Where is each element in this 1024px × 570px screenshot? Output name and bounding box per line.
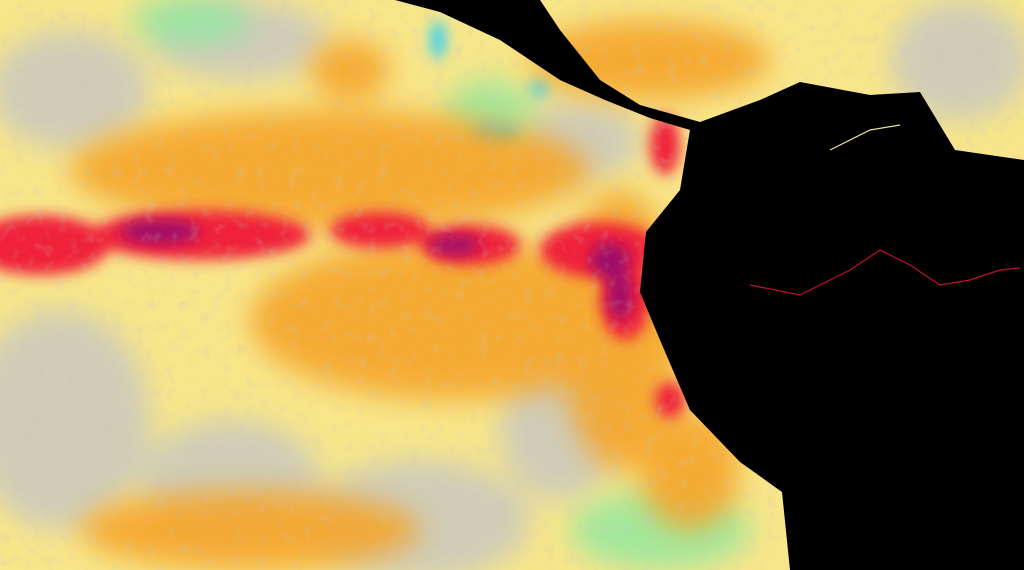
rivers bbox=[749, 124, 1021, 296]
land bbox=[395, 0, 1024, 570]
